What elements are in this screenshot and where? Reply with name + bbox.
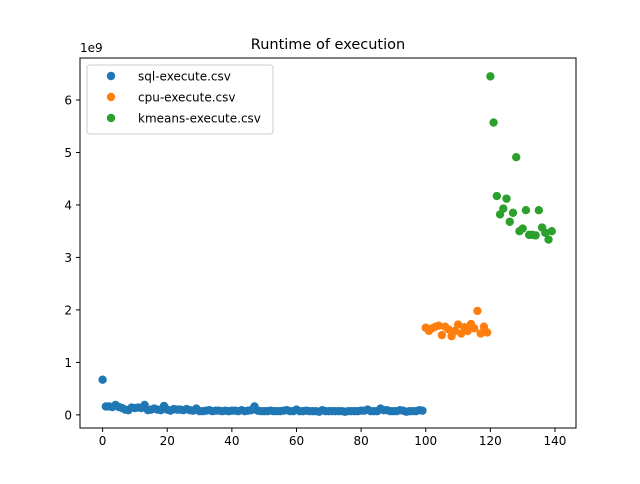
x-tick-label: 120 [479, 434, 502, 448]
data-point [492, 191, 502, 201]
data-point [489, 118, 498, 127]
data-point [534, 205, 544, 215]
x-tick-label: 40 [224, 434, 239, 448]
data-point [453, 320, 463, 329]
data-point [463, 326, 472, 336]
legend-marker [106, 113, 116, 123]
data-point [418, 406, 427, 415]
data-point [544, 235, 553, 244]
y-tick-label: 2 [64, 303, 72, 317]
legend-label: cpu-execute.csv [138, 91, 236, 105]
x-tick-label: 140 [544, 434, 567, 448]
chart-title: Runtime of execution [251, 37, 405, 53]
y-tick-label: 6 [64, 93, 72, 107]
y-offset-text: 1e9 [80, 41, 103, 55]
data-point [508, 208, 518, 218]
x-tick-label: 80 [353, 434, 368, 448]
data-point [470, 324, 479, 333]
x-tick-label: 60 [289, 434, 304, 448]
y-tick-label: 1 [64, 356, 72, 370]
data-point [457, 329, 466, 338]
data-point [505, 217, 514, 226]
y-tick-label: 0 [64, 408, 72, 422]
data-point [437, 330, 447, 340]
y-tick-label: 3 [64, 251, 72, 265]
data-point [98, 375, 107, 384]
data-point [521, 205, 531, 215]
data-point [482, 328, 492, 337]
data-point [518, 224, 527, 233]
y-tick-label: 5 [64, 146, 72, 160]
legend-marker [106, 92, 116, 102]
data-point [450, 326, 460, 336]
data-point [541, 228, 550, 237]
x-tick-label: 100 [414, 434, 437, 448]
x-tick-label: 20 [160, 434, 175, 448]
data-point [502, 194, 511, 203]
legend-label: kmeans-execute.csv [138, 112, 261, 126]
data-point [531, 231, 540, 240]
data-point [473, 306, 482, 316]
legend-label: sql-execute.csv [138, 70, 231, 84]
data-point [444, 325, 453, 334]
y-tick-label: 4 [64, 198, 72, 212]
legend-box [86, 64, 274, 135]
data-point [476, 329, 485, 338]
data-point [499, 204, 508, 213]
data-point [547, 226, 556, 236]
data-point [486, 72, 495, 81]
data-point [434, 321, 443, 330]
legend-marker [106, 71, 116, 81]
plot-frame [79, 57, 577, 429]
data-point [512, 152, 521, 162]
x-tick-label: 0 [99, 434, 107, 448]
